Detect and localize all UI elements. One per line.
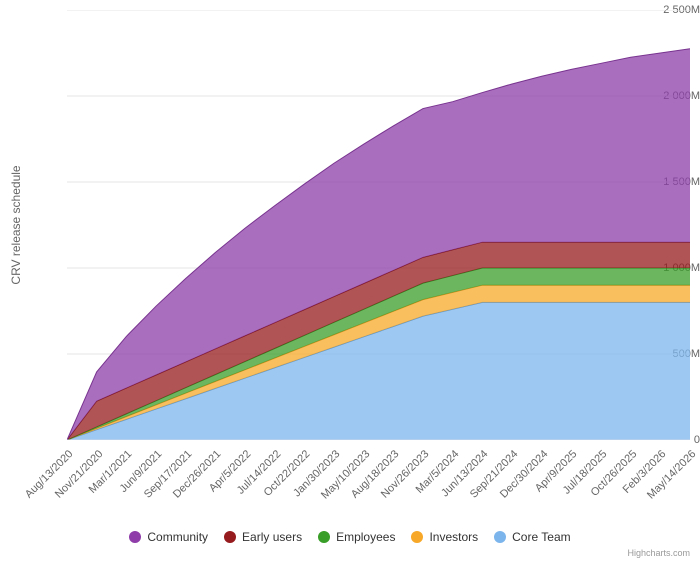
legend-label: Community: [147, 530, 208, 544]
legend-label: Early users: [242, 530, 302, 544]
legend-label: Core Team: [512, 530, 570, 544]
legend-item[interactable]: Investors: [411, 530, 478, 544]
y-axis-title: CRV release schedule: [9, 165, 23, 284]
legend-marker-icon: [411, 531, 423, 543]
legend-item[interactable]: Employees: [318, 530, 395, 544]
legend-item[interactable]: Community: [129, 530, 208, 544]
chart-credits[interactable]: Highcharts.com: [627, 548, 690, 558]
legend-item[interactable]: Core Team: [494, 530, 570, 544]
legend-label: Investors: [429, 530, 478, 544]
chart-legend: Community Early users Employees Investors Co…: [0, 530, 700, 546]
legend-marker-icon: [494, 531, 506, 543]
crv-release-chart: CRV release schedule 0500M1 000M1 500M2 …: [0, 0, 700, 564]
plot-area: [67, 10, 690, 440]
legend-marker-icon: [129, 531, 141, 543]
legend-item[interactable]: Early users: [224, 530, 302, 544]
legend-marker-icon: [224, 531, 236, 543]
legend-label: Employees: [336, 530, 395, 544]
legend-marker-icon: [318, 531, 330, 543]
